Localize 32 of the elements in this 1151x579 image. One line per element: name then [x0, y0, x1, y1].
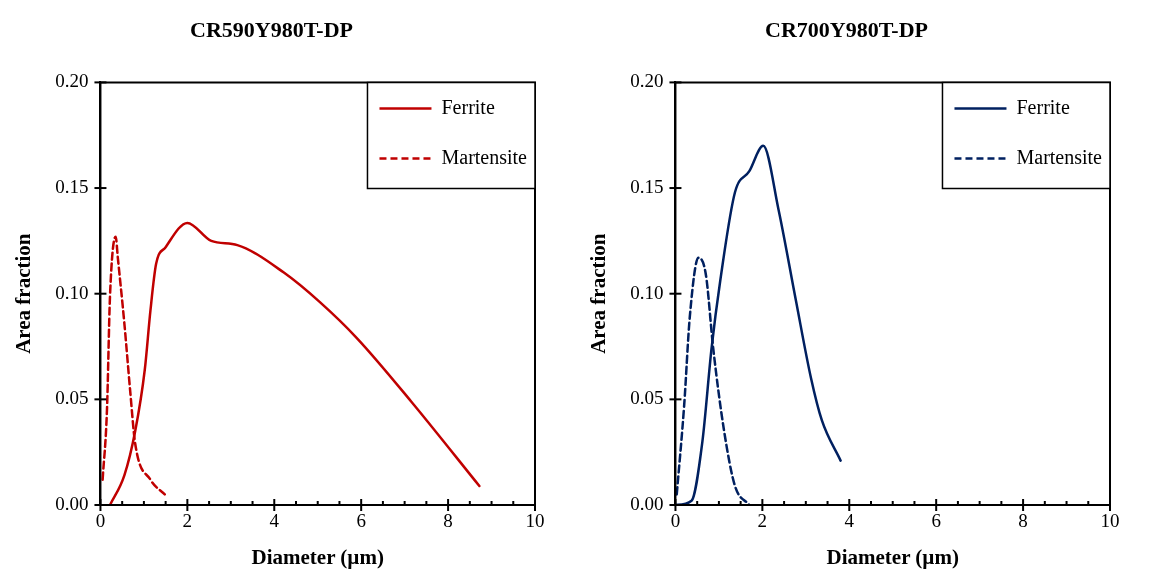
legend-label: Ferrite: [441, 95, 495, 118]
x-tick-label: 4: [269, 510, 280, 532]
x-tick-label: 6: [931, 510, 941, 532]
y-tick-label: 0.20: [630, 70, 664, 92]
x-tick-label: 0: [670, 510, 681, 532]
y-tick-label: 0.05: [630, 387, 664, 409]
y-tick-label: 0.20: [55, 70, 89, 92]
x-tick-label: 10: [1100, 510, 1120, 532]
x-tick-label: 6: [356, 510, 366, 532]
y-tick-label: 0.10: [55, 281, 89, 303]
legend-label: Martensite: [441, 145, 528, 168]
x-tick-label: 4: [844, 510, 855, 532]
y-axis-title: Area fraction: [586, 233, 611, 354]
y-tick-label: 0.00: [630, 492, 664, 514]
y-tick-label: 0.05: [55, 387, 89, 409]
y-axis-title: Area fraction: [11, 233, 36, 354]
y-tick-label: 0.15: [630, 176, 664, 198]
chart-title: CR590Y980T-DP: [190, 16, 353, 42]
x-axis-title: Diameter (µm): [826, 544, 959, 569]
chart-title: CR700Y980T-DP: [765, 16, 928, 42]
x-tick-label: 8: [1018, 510, 1028, 532]
x-tick-label: 0: [95, 510, 106, 532]
legend-label: Martensite: [1016, 145, 1103, 168]
y-tick-label: 0.00: [55, 492, 89, 514]
x-tick-label: 8: [443, 510, 453, 532]
x-tick-label: 10: [525, 510, 545, 532]
x-tick-label: 2: [182, 510, 193, 532]
x-axis-title: Diameter (µm): [251, 544, 384, 569]
legend-label: Ferrite: [1016, 95, 1070, 118]
y-tick-label: 0.10: [630, 281, 664, 303]
y-tick-label: 0.15: [55, 176, 89, 198]
x-tick-label: 2: [757, 510, 768, 532]
